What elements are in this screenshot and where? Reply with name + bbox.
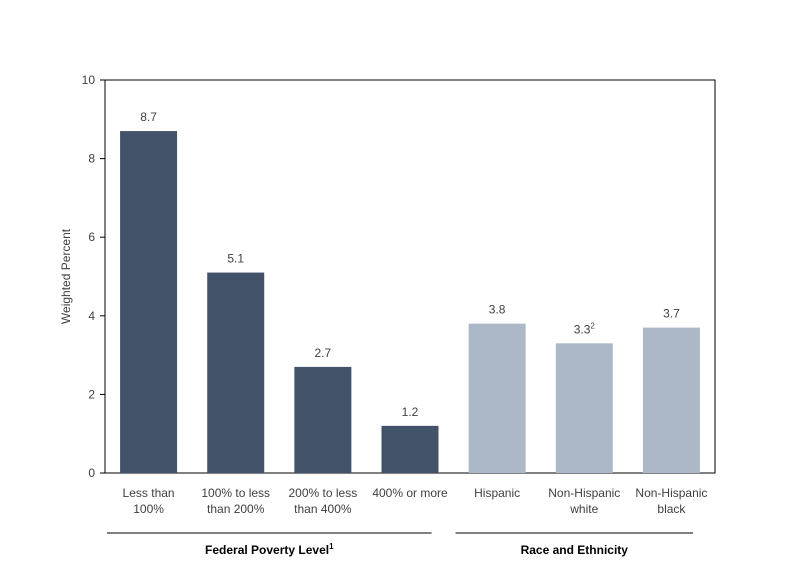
y-axis-label: Weighted Percent [59,228,73,324]
bar [294,366,352,473]
y-tick-label: 2 [88,387,95,401]
category-label: 100% to less [201,486,270,500]
category-label: Less than [123,486,175,500]
data-label-footnote: 2 [590,321,595,330]
data-label: 2.7 [315,346,332,360]
category-label: 400% or more [372,486,448,500]
y-tick-label: 0 [88,466,95,480]
group-label-footnote: 1 [329,542,334,551]
category-label: 100% [133,502,164,516]
bar [381,425,439,473]
labels: 8.7 Less than 100% 5.1 100% to less than 200%… [123,110,708,557]
data-label: 1.2 [402,405,419,419]
data-label: 8.7 [140,110,157,124]
y-tick-label: 10 [82,73,96,87]
y-tick-label: 4 [88,309,95,323]
bar [555,343,613,473]
category-label: Non-Hispanic [635,486,707,500]
bar [468,323,526,473]
data-label: 3.32 [574,321,596,336]
bars [120,131,700,473]
category-label: Hispanic [474,486,520,500]
data-label: 5.1 [227,252,244,266]
category-label: Non-Hispanic [548,486,620,500]
y-tick-label: 8 [88,152,95,166]
category-label: black [657,502,686,516]
bar [120,131,178,473]
category-label: 200% to less [288,486,357,500]
category-label: white [569,502,598,516]
category-label: than 200% [207,502,265,516]
group-label: Race and Ethnicity [521,543,629,557]
group-label: Federal Poverty Level1 [205,542,334,557]
bar [642,327,700,473]
data-label: 3.7 [663,307,680,321]
category-label: than 400% [294,502,352,516]
bar [207,272,265,473]
data-label: 3.8 [489,303,506,317]
y-tick-label: 6 [88,230,95,244]
